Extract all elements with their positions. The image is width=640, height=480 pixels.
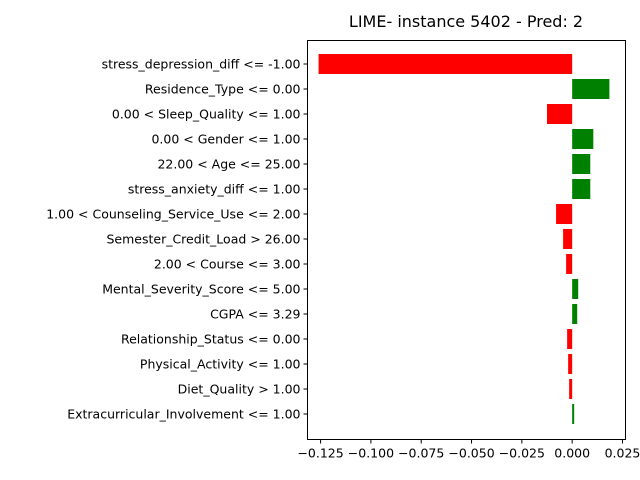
category-label-3: 0.00 < Gender <= 1.00 bbox=[151, 132, 300, 147]
category-label-7: Semester_Credit_Load > 26.00 bbox=[106, 232, 300, 247]
category-label-1: Residence_Type <= 0.00 bbox=[145, 82, 301, 97]
x-tick-label-3: −0.050 bbox=[448, 446, 494, 461]
plot-frame bbox=[307, 40, 626, 440]
category-label-0: stress_depression_diff <= -1.00 bbox=[102, 57, 301, 72]
category-label-5: stress_anxiety_diff <= 1.00 bbox=[128, 182, 301, 197]
x-axis: −0.125 −0.100 −0.075 −0.050 −0.025 0.000 0.025 bbox=[297, 439, 640, 461]
bar-7 bbox=[563, 229, 573, 249]
x-tick-label-4: −0.025 bbox=[499, 446, 545, 461]
bar-0 bbox=[318, 54, 573, 74]
chart-title: LIME- instance 5402 - Pred: 2 bbox=[349, 12, 583, 31]
category-labels: stress_depression_diff <= -1.00 Residence… bbox=[46, 57, 308, 422]
bar-8 bbox=[566, 254, 573, 274]
bar-6 bbox=[556, 204, 573, 224]
category-label-2: 0.00 < Sleep_Quality <= 1.00 bbox=[112, 107, 301, 122]
bar-14 bbox=[572, 404, 575, 424]
bar-3 bbox=[572, 129, 594, 149]
category-label-10: CGPA <= 3.29 bbox=[210, 307, 300, 322]
category-label-11: Relationship_Status <= 0.00 bbox=[121, 332, 301, 347]
category-label-6: 1.00 < Counseling_Service_Use <= 2.00 bbox=[46, 207, 300, 222]
category-label-4: 22.00 < Age <= 25.00 bbox=[157, 157, 300, 172]
x-tick-label-5: 0.000 bbox=[554, 446, 590, 461]
x-tick-label-1: −0.100 bbox=[348, 446, 394, 461]
category-label-13: Diet_Quality > 1.00 bbox=[178, 382, 301, 397]
category-label-12: Physical_Activity <= 1.00 bbox=[140, 357, 301, 372]
x-tick-label-2: −0.075 bbox=[398, 446, 444, 461]
bars-group bbox=[318, 54, 610, 424]
bar-5 bbox=[572, 179, 591, 199]
bar-12 bbox=[568, 354, 573, 374]
bar-11 bbox=[567, 329, 573, 349]
bar-1 bbox=[572, 79, 610, 99]
x-tick-label-0: −0.125 bbox=[297, 446, 343, 461]
bar-9 bbox=[572, 279, 579, 299]
category-label-9: Mental_Severity_Score <= 5.00 bbox=[102, 282, 300, 297]
x-tick-label-6: 0.025 bbox=[605, 446, 640, 461]
bar-13 bbox=[569, 379, 573, 399]
bar-2 bbox=[547, 104, 573, 124]
category-label-14: Extracurricular_Involvement <= 1.00 bbox=[67, 407, 300, 422]
category-label-8: 2.00 < Course <= 3.00 bbox=[154, 257, 301, 272]
bar-10 bbox=[572, 304, 578, 324]
bar-4 bbox=[572, 154, 591, 174]
